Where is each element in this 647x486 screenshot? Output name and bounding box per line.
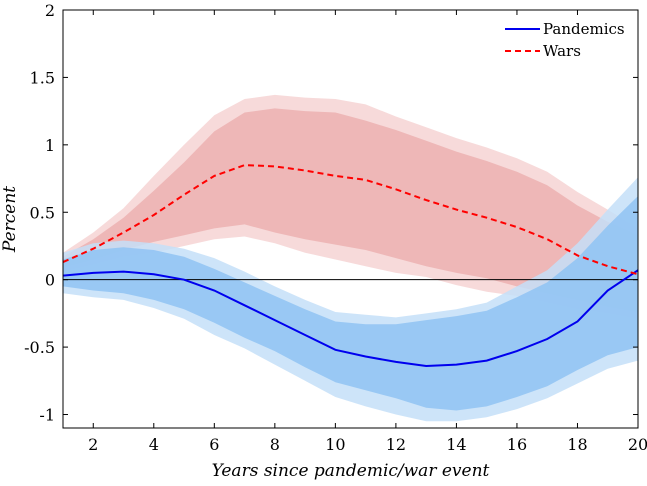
y-tick-label: -1 bbox=[39, 406, 55, 425]
series-lines bbox=[62, 164, 639, 368]
y-tick-label: 0.5 bbox=[30, 203, 55, 222]
plot-frame bbox=[62, 9, 639, 429]
pandemics-line bbox=[62, 269, 639, 368]
legend-label-wars: Wars bbox=[543, 42, 581, 60]
x-tick-label: 10 bbox=[325, 435, 345, 454]
x-tick-label: 4 bbox=[149, 435, 159, 454]
legend: Pandemics Wars bbox=[505, 20, 625, 60]
x-tick-label: 2 bbox=[88, 435, 98, 454]
x-axis-title: Years since pandemic/war event bbox=[212, 461, 490, 481]
y-tick-label: 1 bbox=[45, 136, 55, 155]
x-tick-label: 6 bbox=[209, 435, 219, 454]
x-tick-label: 12 bbox=[386, 435, 406, 454]
x-tick-label: 18 bbox=[567, 435, 587, 454]
x-tick-label: 20 bbox=[628, 435, 647, 454]
wars-line bbox=[62, 164, 639, 276]
wars-inner-band bbox=[63, 108, 638, 313]
x-tick-label: 16 bbox=[507, 435, 527, 454]
pandemics-inner-band bbox=[63, 196, 638, 411]
y-tick-label: 2 bbox=[45, 1, 55, 20]
x-tick-label: 14 bbox=[446, 435, 466, 454]
y-axis: -1 -0.5 0 0.5 1 1.5 2 bbox=[24, 1, 638, 425]
y-tick-label: 1.5 bbox=[30, 68, 55, 87]
y-tick-label: -0.5 bbox=[24, 338, 55, 357]
x-tick-label: 8 bbox=[270, 435, 280, 454]
legend-label-pandemics: Pandemics bbox=[543, 20, 625, 38]
y-axis-title: Percent bbox=[0, 186, 20, 253]
confidence-bands bbox=[63, 94, 638, 422]
x-axis: 2 4 6 8 10 12 14 16 18 20 bbox=[88, 10, 647, 454]
y-tick-label: 0 bbox=[45, 271, 55, 290]
